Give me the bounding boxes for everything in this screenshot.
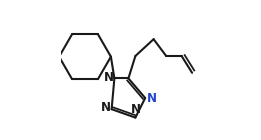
Text: N: N [104, 71, 114, 83]
Text: N: N [130, 103, 140, 116]
Text: N: N [147, 92, 157, 104]
Text: N: N [101, 101, 111, 114]
